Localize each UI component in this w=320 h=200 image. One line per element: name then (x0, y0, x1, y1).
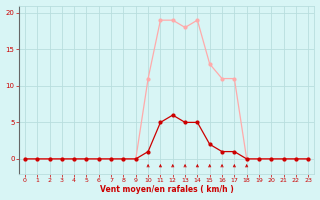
X-axis label: Vent moyen/en rafales ( km/h ): Vent moyen/en rafales ( km/h ) (100, 185, 234, 194)
